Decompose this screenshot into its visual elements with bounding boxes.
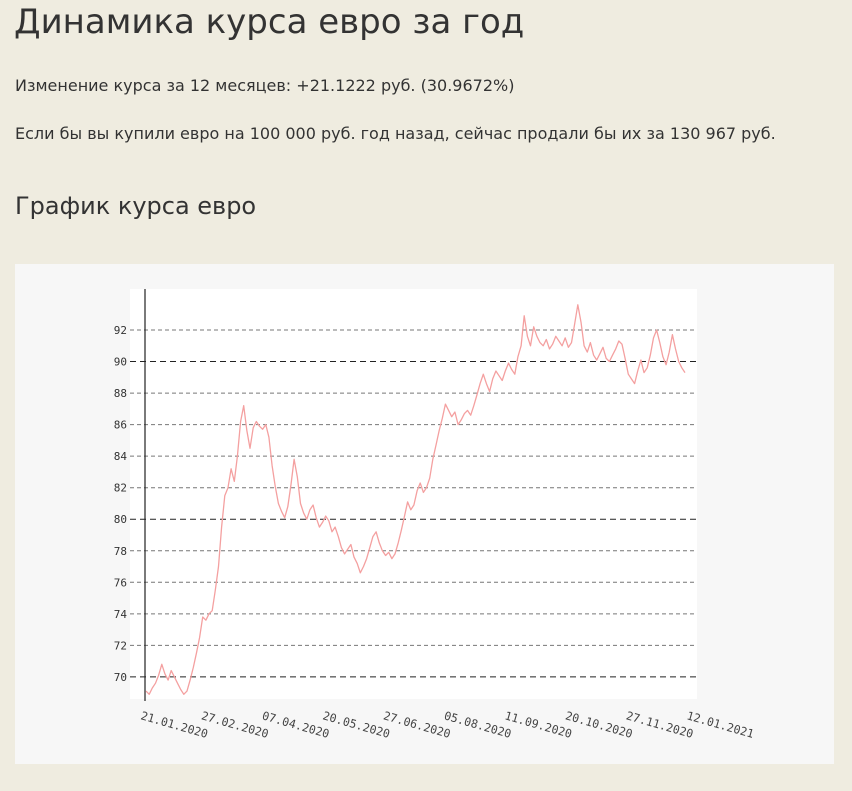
- x-tick-label: 27.02.2020: [200, 708, 270, 741]
- y-tick-label: 76: [114, 576, 127, 589]
- series-line-euro-rate: [145, 304, 686, 695]
- x-tick-label: 21.01.2020: [139, 708, 209, 741]
- x-tick-label: 27.06.2020: [382, 708, 452, 741]
- y-tick-label: 78: [114, 545, 127, 558]
- y-tick-label: 90: [114, 356, 127, 369]
- plot-area: [130, 289, 697, 699]
- y-tick-label: 72: [114, 639, 127, 652]
- purchase-example-text: Если бы вы купили евро на 100 000 руб. г…: [15, 124, 776, 143]
- chart-section-title: График курса евро: [15, 192, 257, 220]
- x-tick-label: 12.01.2021: [685, 708, 755, 741]
- x-tick-label: 07.04.2020: [261, 708, 331, 741]
- x-tick-label: 11.09.2020: [503, 708, 573, 741]
- y-tick-label: 92: [114, 324, 127, 337]
- chart-panel: 70 72 74 76 78 80 82 84 86 88 90 92 21.01.2020 27.02.…: [15, 264, 834, 764]
- y-tick-label: 86: [114, 419, 127, 432]
- x-tick-label: 27.11.2020: [625, 708, 695, 741]
- y-tick-label: 74: [114, 608, 128, 621]
- y-tick-label: 84: [114, 450, 128, 463]
- x-tick-label: 05.08.2020: [443, 708, 513, 741]
- y-tick-label: 82: [114, 482, 127, 495]
- rate-change-summary: Изменение курса за 12 месяцев: +21.1222 …: [15, 76, 515, 95]
- y-tick-label: 80: [114, 513, 127, 526]
- page-title: Динамика курса евро за год: [14, 2, 525, 42]
- x-tick-label: 20.10.2020: [564, 708, 634, 741]
- x-tick-label: 20.05.2020: [321, 708, 391, 741]
- euro-rate-chart: 70 72 74 76 78 80 82 84 86 88 90 92 21.01.202027.02.…: [114, 289, 756, 741]
- y-tick-label: 70: [114, 671, 127, 684]
- y-tick-label: 88: [114, 387, 127, 400]
